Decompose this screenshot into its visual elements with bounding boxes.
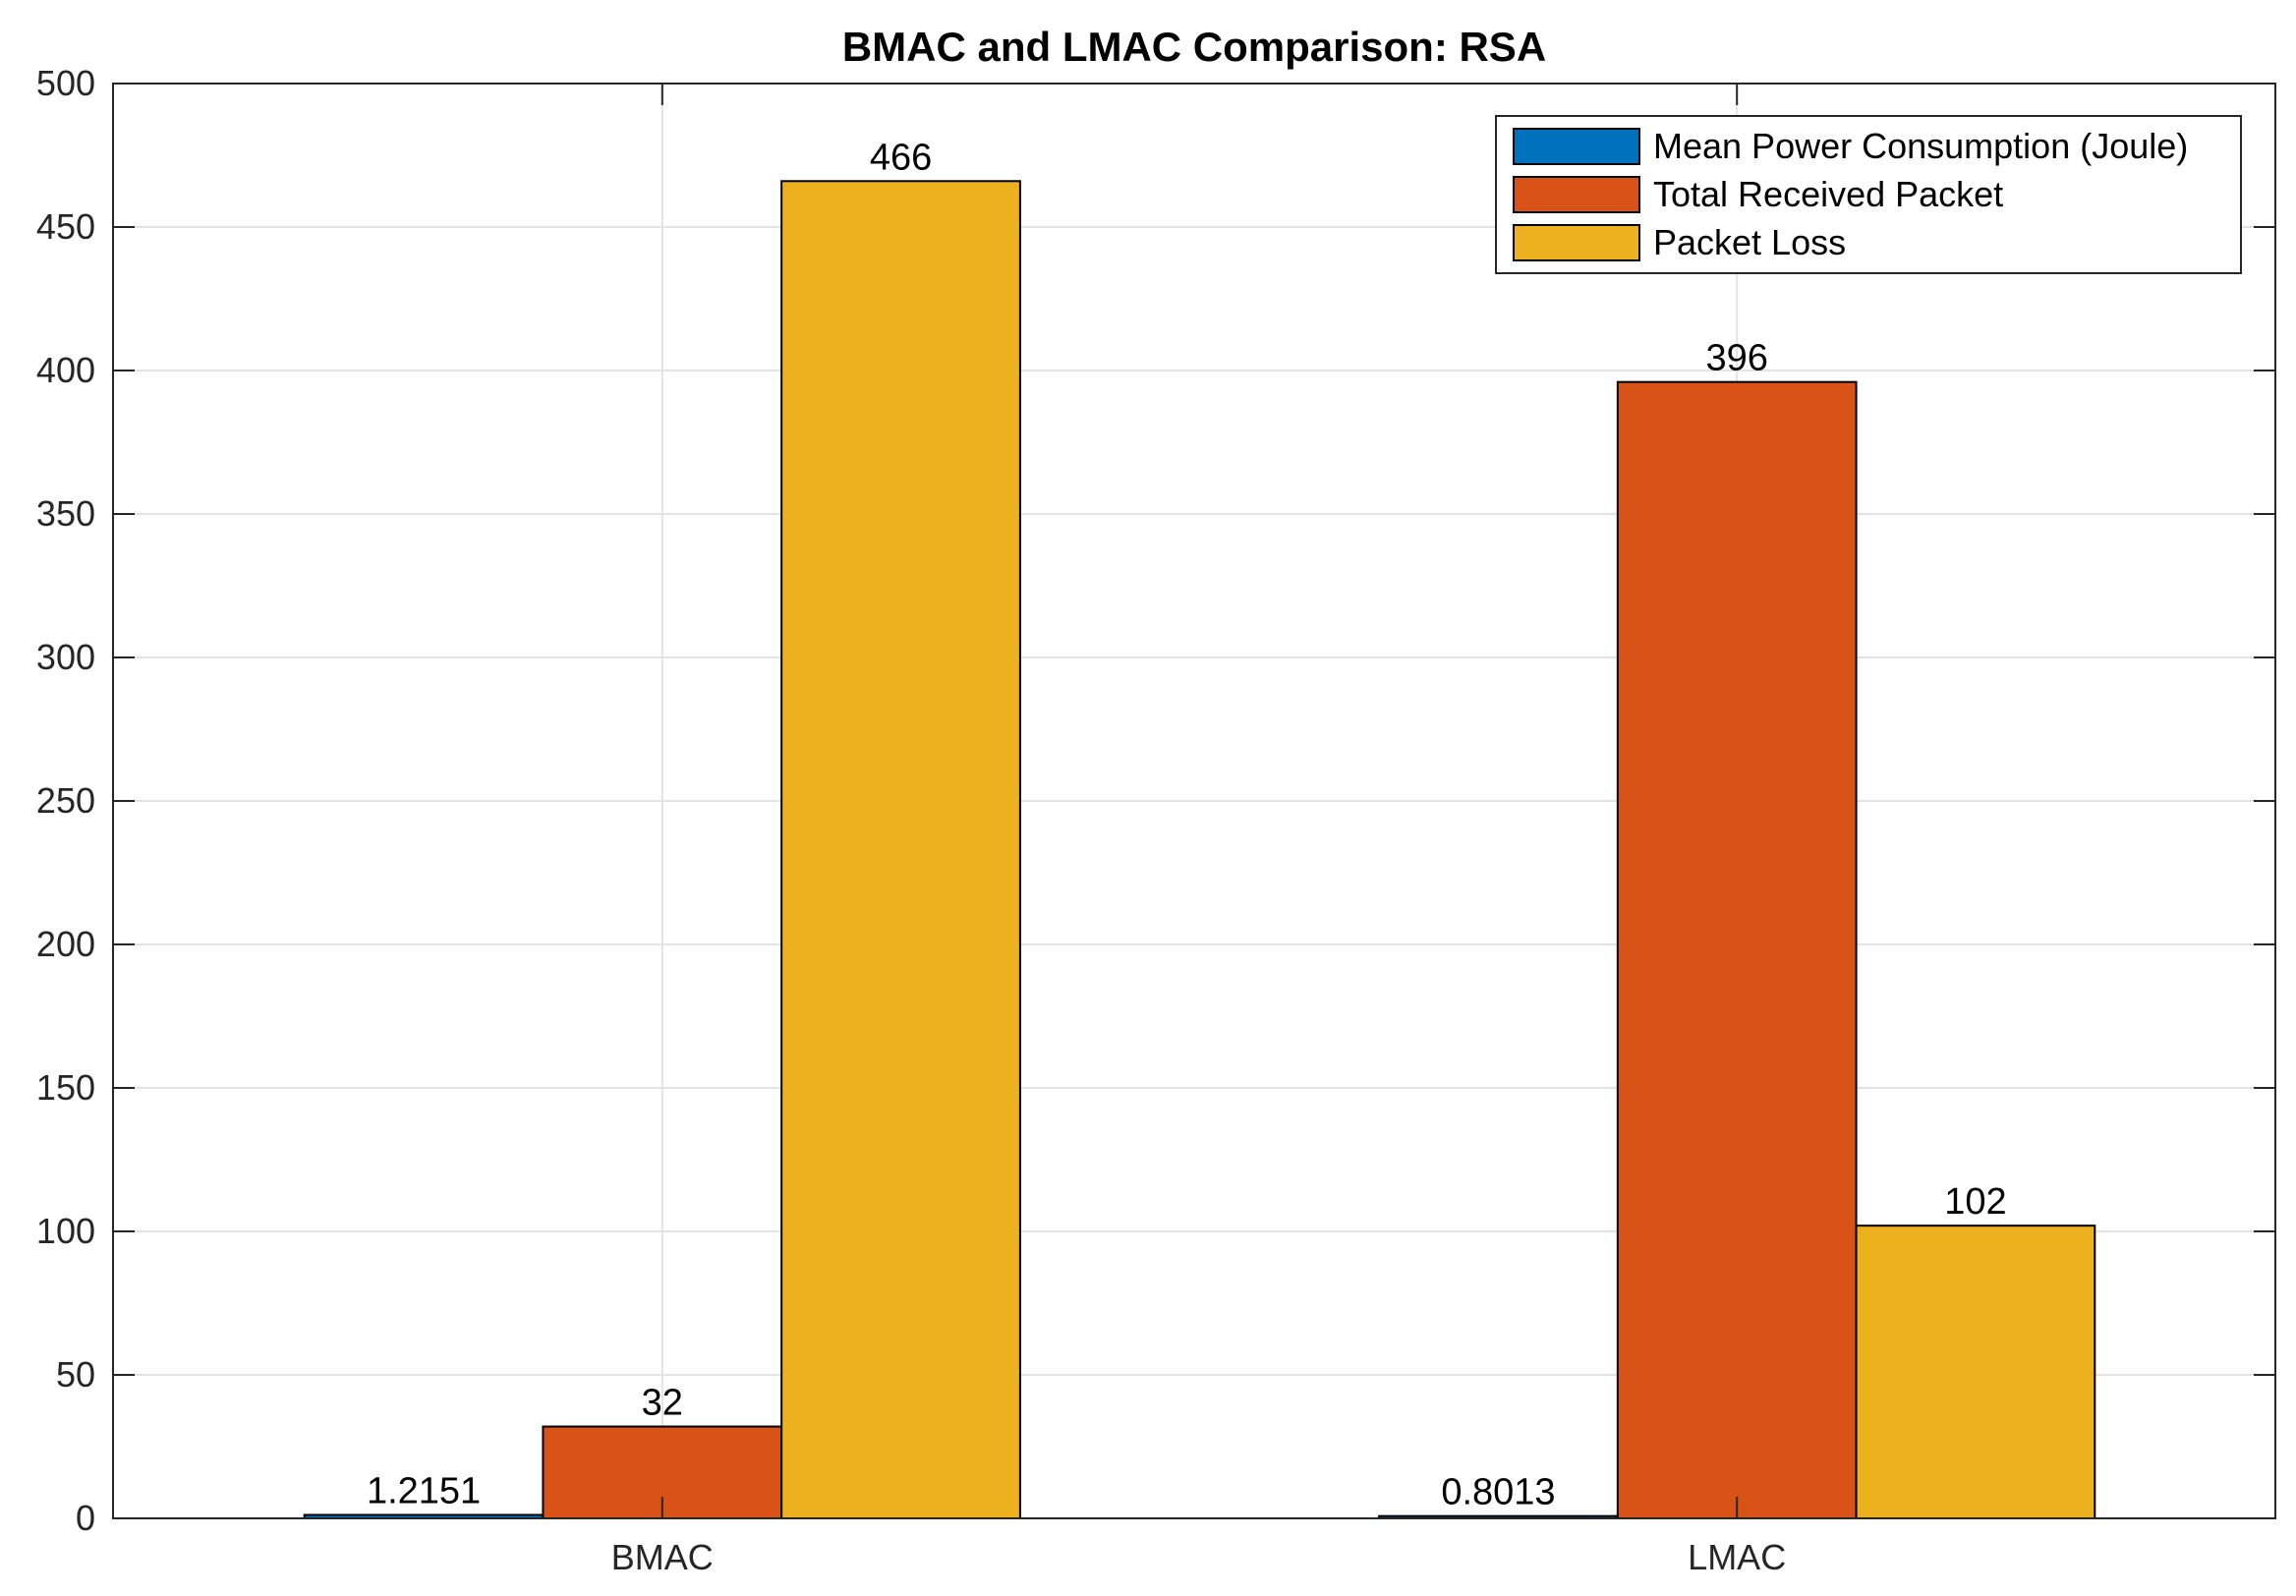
bar-lmac-series-1 [1616, 380, 1858, 1519]
legend-label: Total Received Packet [1653, 174, 2003, 214]
legend-swatch [1513, 176, 1640, 213]
data-label: 0.8013 [1441, 1472, 1555, 1513]
data-label: 466 [870, 137, 932, 178]
chart-title: BMAC and LMAC Comparison: RSA [842, 24, 1546, 70]
x-tick-label: LMAC [1688, 1537, 1786, 1577]
data-label: 396 [1705, 338, 1767, 379]
bars [303, 180, 2096, 1520]
legend-swatch [1513, 128, 1640, 165]
y-tick-label: 400 [36, 350, 95, 390]
legend-label: Packet Loss [1653, 222, 1846, 262]
legend-label: Mean Power Consumption (Joule) [1653, 126, 2188, 166]
y-tick-label: 500 [36, 63, 95, 103]
y-tick-label: 50 [56, 1354, 95, 1395]
y-tick-label: 150 [36, 1067, 95, 1108]
bar-lmac-series-2 [1855, 1225, 2096, 1520]
y-tick-label: 0 [76, 1498, 95, 1538]
data-labels: 1.2151 32 466 0.8013 396 102 [367, 137, 2007, 1512]
x-tick-label: BMAC [611, 1537, 714, 1577]
data-label: 102 [1944, 1181, 2006, 1223]
bar-bmac-series-2 [780, 180, 1021, 1519]
y-tick-label: 450 [36, 206, 95, 247]
ticks: 0 50 100 150 200 250 300 350 400 450 500 BMAC LMAC [36, 63, 2275, 1577]
y-tick-label: 350 [36, 493, 95, 534]
y-tick-label: 300 [36, 637, 95, 677]
legend[interactable]: Mean Power Consumption (Joule) Total Rece… [1495, 115, 2242, 274]
y-tick-label: 250 [36, 780, 95, 821]
data-label: 32 [642, 1383, 683, 1424]
y-tick-label: 100 [36, 1211, 95, 1251]
y-tick-label: 200 [36, 924, 95, 964]
legend-swatch [1513, 224, 1640, 261]
data-label: 1.2151 [367, 1470, 481, 1511]
